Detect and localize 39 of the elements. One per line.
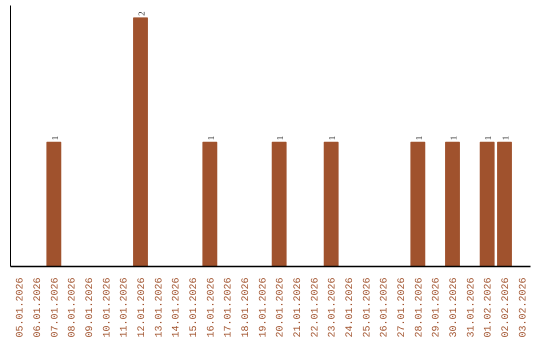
x-tick-label: 28.01.2026 [414, 277, 426, 338]
data-label: 1 [414, 136, 424, 140]
x-tick-label: 26.01.2026 [380, 277, 391, 338]
x-tick-label: 14.01.2026 [172, 277, 183, 338]
data-label: 2 [136, 11, 146, 16]
data-label: 1 [327, 136, 338, 140]
x-tick-label: 29.01.2026 [432, 277, 443, 338]
x-tick-label: 07.01.2026 [50, 277, 62, 338]
x-tick-label: 15.01.2026 [189, 277, 200, 338]
data-label: 1 [206, 136, 216, 140]
x-tick-label: 22.01.2026 [310, 277, 322, 338]
data-label: 1 [50, 136, 60, 140]
x-tick-label: 23.01.2026 [328, 277, 339, 338]
x-tick-label: 30.01.2026 [449, 277, 460, 338]
x-tick-label: 18.01.2026 [241, 277, 252, 338]
x-tick-label: 05.01.2026 [16, 277, 27, 338]
x-tick-label: 01.02.2026 [484, 277, 495, 338]
x-tick-label: 08.01.2026 [68, 277, 79, 338]
x-tick-label: 03.02.2026 [518, 277, 530, 338]
data-label: 1 [500, 136, 510, 140]
x-tick-label: 19.01.2026 [258, 277, 270, 338]
x-tick-label: 09.01.2026 [85, 277, 96, 338]
x-tick-label: 16.01.2026 [206, 277, 218, 338]
x-tick-label: 06.01.2026 [33, 277, 44, 338]
x-tick-label: 20.01.2026 [276, 277, 287, 338]
x-tick-label: 24.01.2026 [345, 277, 356, 338]
x-tick-label: 13.01.2026 [154, 277, 166, 338]
x-tick-label: 21.01.2026 [293, 277, 304, 338]
x-tick-label: 12.01.2026 [137, 277, 148, 338]
x-tick-label: 17.01.2026 [224, 277, 235, 338]
data-label: 1 [275, 136, 286, 140]
data-label: 1 [483, 136, 494, 140]
x-tick-label: 25.01.2026 [362, 277, 374, 338]
x-tick-label: 02.02.2026 [501, 277, 512, 338]
x-tick-label: 27.01.2026 [397, 277, 408, 338]
data-label: 1 [448, 136, 458, 140]
x-tick-label: 31.01.2026 [466, 277, 478, 338]
x-tick-label: 11.01.2026 [120, 277, 131, 338]
x-tick-label: 10.01.2026 [102, 277, 114, 338]
